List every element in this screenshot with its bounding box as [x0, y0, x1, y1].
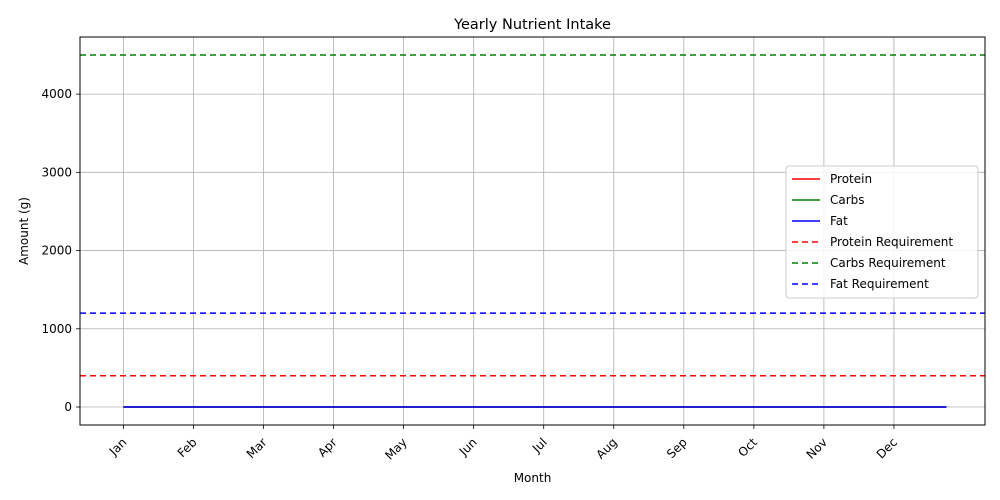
legend-label-fat-requirement: Fat Requirement: [830, 277, 929, 291]
legend-box: [785, 165, 979, 299]
plot-frame: [79, 36, 986, 426]
series-lines: [80, 54, 985, 408]
y-tick-label: 2000: [41, 244, 72, 258]
chart-title: Yearly Nutrient Intake: [453, 17, 611, 33]
legend: Protein Carbs Fat Protein Requirement Carbs …: [785, 165, 979, 299]
legend-label-fat: Fat: [830, 214, 848, 228]
y-axis-title: Amount (g): [17, 197, 31, 265]
y-tick-label: 1000: [41, 322, 72, 336]
legend-label-carbs-requirement: Carbs Requirement: [830, 256, 946, 270]
y-tick-label: 0: [64, 400, 72, 414]
x-axis-title: Month: [514, 471, 552, 485]
legend-label-carbs: Carbs: [830, 193, 865, 207]
legend-label-protein: Protein: [830, 172, 872, 186]
legend-label-protein-requirement: Protein Requirement: [830, 235, 953, 249]
y-tick-label: 4000: [41, 87, 72, 101]
y-tick-label: 3000: [41, 165, 72, 179]
